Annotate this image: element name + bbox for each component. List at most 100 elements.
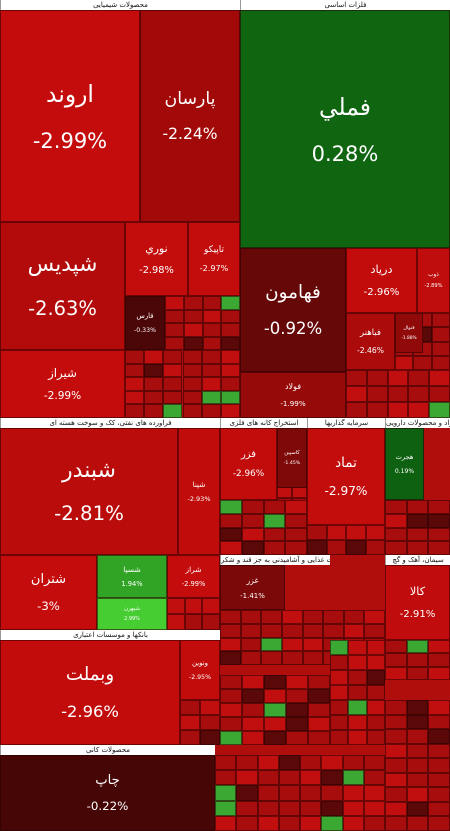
stock-name: فملي bbox=[319, 92, 371, 121]
change-label: -3% bbox=[37, 598, 60, 613]
filler-cell bbox=[363, 815, 385, 831]
filler-cell bbox=[180, 700, 200, 715]
filler-cell bbox=[366, 640, 385, 655]
filler-cell bbox=[346, 525, 366, 540]
stock-name: شسپا bbox=[123, 564, 141, 574]
filler-cell bbox=[286, 731, 308, 745]
sector-header: فراورده های نفتی، کک و سوخت هسته ای bbox=[0, 418, 220, 428]
filler-cell bbox=[180, 715, 200, 730]
filler-cell bbox=[366, 715, 385, 730]
filler-cell bbox=[431, 313, 450, 328]
filler-cell bbox=[263, 541, 286, 555]
change-label: -1.99% bbox=[280, 398, 306, 408]
filler-cell bbox=[241, 527, 264, 542]
filler-cell bbox=[163, 404, 183, 418]
stock-tile: تماد -2.97% bbox=[307, 428, 385, 525]
filler-cell bbox=[365, 540, 385, 555]
change-label: -2.97% bbox=[199, 263, 229, 274]
filler-cell bbox=[348, 730, 367, 745]
filler-cell bbox=[385, 666, 407, 680]
stock-tile: درياد -2.96% bbox=[346, 248, 417, 313]
filler-cell bbox=[220, 527, 242, 542]
filler-cell bbox=[364, 610, 385, 624]
stock-name: درياد bbox=[370, 263, 393, 277]
filler-cell bbox=[428, 500, 450, 514]
filler-cell bbox=[242, 717, 264, 731]
filler-cell bbox=[428, 541, 450, 555]
filler-cell bbox=[385, 729, 407, 744]
filler-cell bbox=[429, 370, 450, 386]
stock-name: فنوال bbox=[403, 325, 415, 332]
change-label: -2.93% bbox=[187, 495, 211, 504]
filler-cell bbox=[220, 717, 242, 731]
filler-cell bbox=[215, 785, 237, 801]
filler-cell bbox=[144, 363, 164, 378]
filler-cell bbox=[261, 623, 282, 638]
filler-cell bbox=[406, 541, 429, 555]
filler-cell bbox=[257, 755, 279, 771]
filler-cell bbox=[406, 700, 429, 715]
filler-cell bbox=[348, 640, 367, 655]
sector-header: محصولات کانی bbox=[0, 745, 215, 755]
filler-cell bbox=[431, 341, 450, 356]
filler-cell bbox=[366, 685, 385, 700]
change-label: -2.91% bbox=[399, 608, 436, 620]
filler-cell bbox=[182, 363, 202, 378]
filler-cell bbox=[385, 513, 407, 528]
filler-cell bbox=[278, 815, 300, 831]
filler-cell bbox=[387, 370, 409, 386]
filler-cell bbox=[385, 743, 407, 759]
filler-cell bbox=[215, 800, 237, 816]
change-label: -2.96% bbox=[61, 701, 119, 721]
filler-cell bbox=[257, 770, 279, 786]
change-label: 0.19% bbox=[394, 467, 415, 475]
filler-cell bbox=[183, 296, 203, 310]
filler-cell bbox=[330, 640, 349, 655]
filler-cell bbox=[330, 670, 349, 685]
filler-cell bbox=[385, 541, 407, 555]
filler-cell bbox=[413, 355, 432, 370]
stock-tile: شسپا 1.94% bbox=[97, 555, 167, 598]
filler-cell bbox=[236, 785, 258, 801]
filler-cell bbox=[163, 390, 183, 405]
filler-cell bbox=[220, 623, 241, 638]
change-label: -2.96% bbox=[363, 286, 400, 298]
filler-cell bbox=[385, 714, 407, 730]
filler-cell bbox=[342, 770, 364, 786]
filler-cell bbox=[182, 377, 202, 391]
change-label: -2.46% bbox=[357, 345, 384, 355]
stock-tile: ونوين -2.95% bbox=[180, 640, 220, 700]
filler-cell bbox=[125, 377, 145, 391]
change-label: -2.99% bbox=[32, 128, 108, 153]
filler-cell bbox=[428, 729, 450, 744]
filler-cell bbox=[343, 610, 365, 624]
filler-cell bbox=[428, 758, 450, 773]
filler-cell bbox=[346, 386, 367, 402]
filler-cell bbox=[261, 610, 282, 624]
filler-cell bbox=[167, 614, 185, 630]
filler-cell bbox=[406, 801, 429, 817]
filler-cell bbox=[428, 743, 450, 759]
filler-cell bbox=[201, 390, 221, 405]
filler-cell bbox=[366, 700, 385, 715]
filler-cell bbox=[240, 623, 262, 638]
filler-cell bbox=[163, 350, 183, 364]
stock-name: پارسان bbox=[164, 89, 216, 110]
stock-tile: فولاد -1.99% bbox=[240, 372, 346, 418]
filler-cell bbox=[428, 816, 450, 831]
filler-cell bbox=[308, 731, 330, 745]
change-label: -2.96% bbox=[232, 468, 265, 479]
filler-cell bbox=[365, 525, 385, 540]
filler-cell bbox=[163, 363, 183, 378]
filler-cell bbox=[302, 623, 324, 638]
stock-name: شپنا bbox=[192, 479, 206, 489]
filler-cell bbox=[364, 623, 385, 638]
sector-header: مواد و محصولات دارویی bbox=[385, 418, 450, 428]
filler-cell bbox=[264, 675, 286, 689]
filler-cell bbox=[278, 770, 300, 786]
stock-tile: شبندر -2.81% bbox=[0, 428, 178, 555]
filler-cell bbox=[202, 598, 220, 614]
filler-cell bbox=[323, 610, 344, 624]
filler-cell bbox=[165, 296, 184, 310]
